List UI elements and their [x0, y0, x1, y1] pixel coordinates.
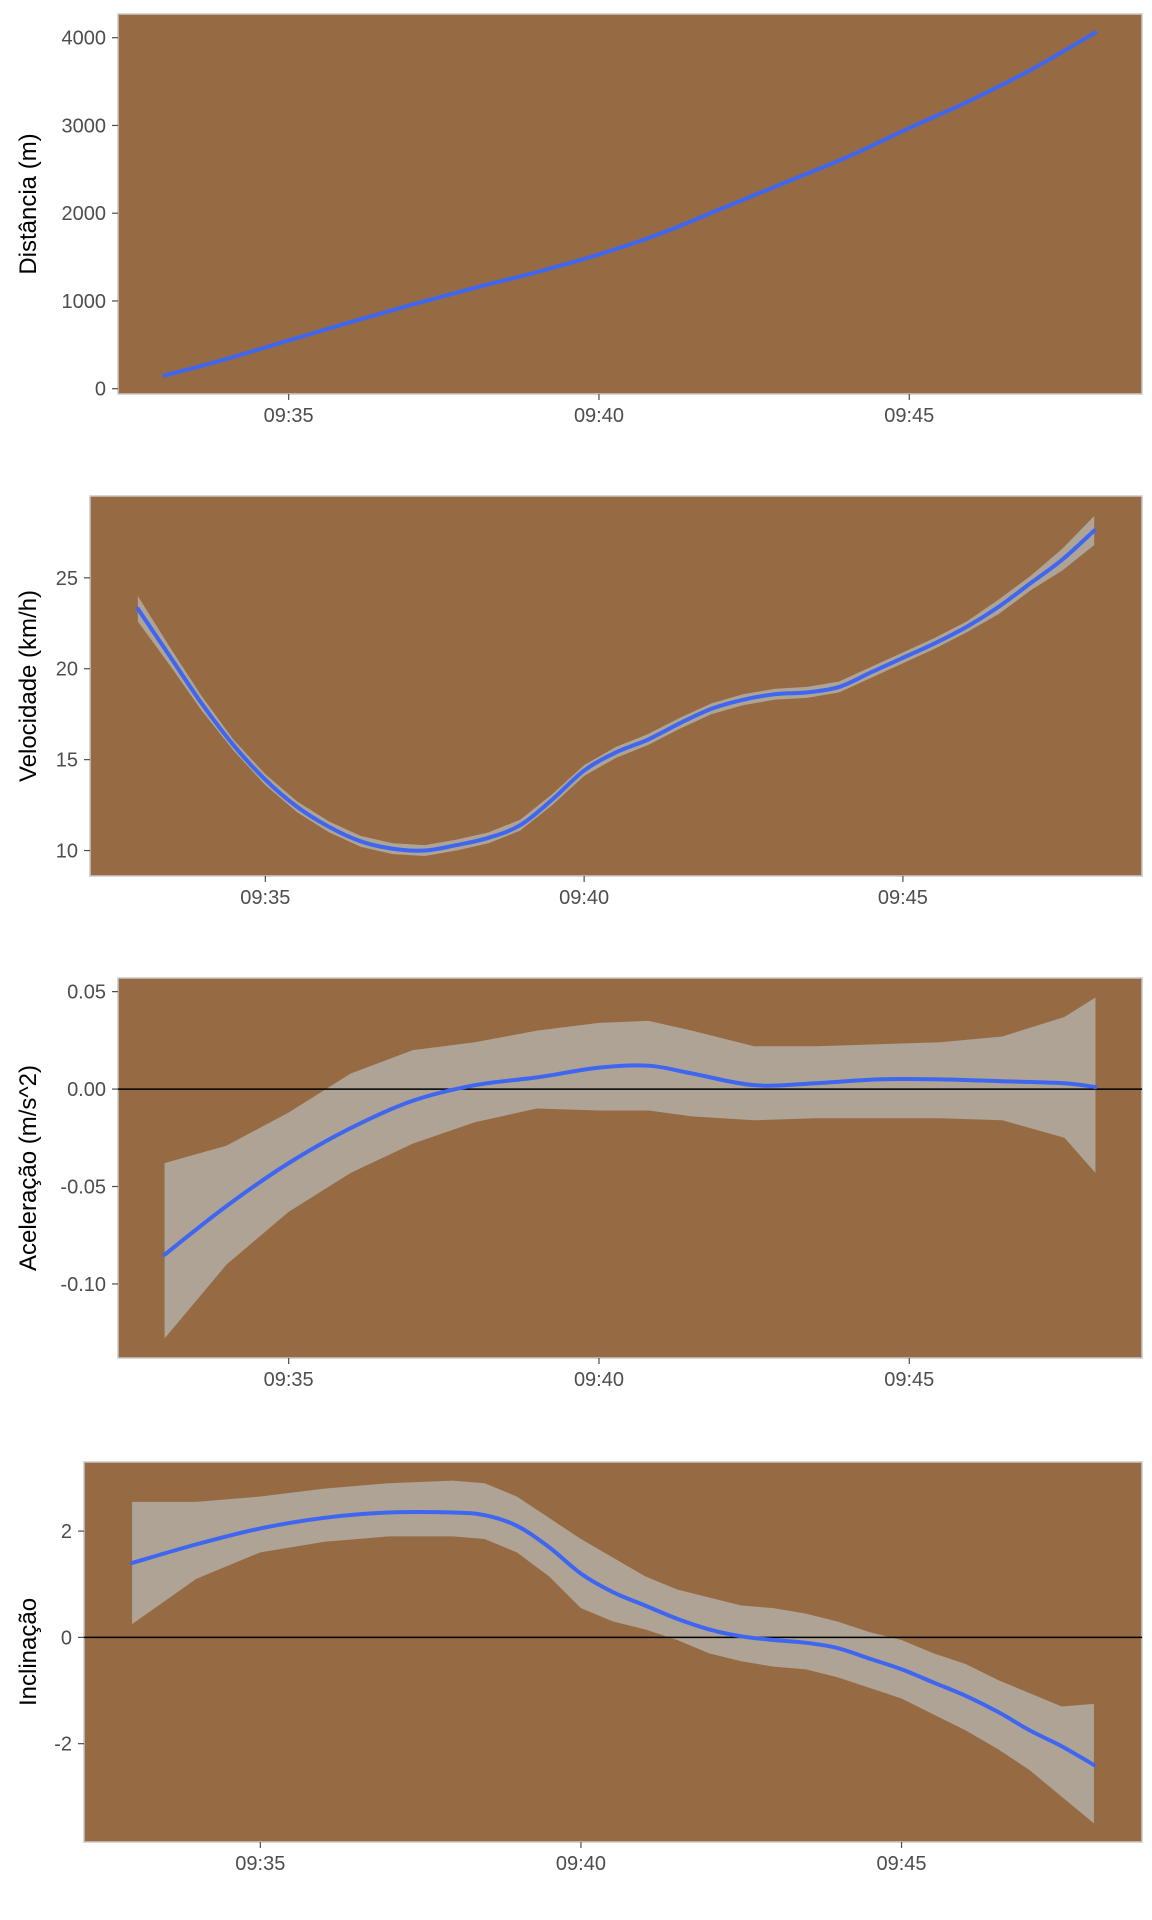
x-tick-label: 09:40: [574, 1369, 624, 1391]
x-tick-label: 09:40: [559, 887, 609, 909]
y-tick-label: 4000: [62, 28, 107, 50]
y-axis-title: Aceleração (m/s^2): [15, 1065, 42, 1271]
x-tick-label: 09:45: [877, 1853, 927, 1875]
y-tick-label: 3000: [62, 115, 107, 137]
y-tick-label: 10: [56, 841, 78, 863]
y-tick-label: 0.00: [67, 1079, 106, 1101]
x-tick-label: 09:45: [884, 1369, 934, 1391]
x-tick-label: 09:45: [878, 887, 928, 909]
y-axis-title: Inclinação: [15, 1598, 42, 1706]
x-tick-label: 09:35: [235, 1853, 285, 1875]
chart-panel-2: 10 15 20 25 09:35 09:40 09:45 Velocidade (km/h): [15, 495, 1143, 909]
series-line: [135, 528, 1097, 853]
plot-area: [89, 495, 1143, 877]
chart-panel-3: -0.10 -0.05 0.00 0.05 09:35 09:40 09:45 Acelera…: [15, 977, 1143, 1391]
y-tick-label: 0: [95, 379, 106, 401]
y-tick-label: 1000: [62, 291, 107, 313]
y-tick-label: -2: [54, 1734, 72, 1756]
y-tick-label: 20: [56, 659, 78, 681]
series-line: [162, 30, 1098, 378]
y-tick-label: 2000: [62, 203, 107, 225]
y-tick-label: 0.05: [67, 982, 106, 1004]
y-axis-title: Velocidade (km/h): [15, 590, 42, 782]
x-tick-label: 09:40: [574, 405, 624, 427]
plot-area: [117, 13, 1143, 395]
confidence-band: [132, 1480, 1094, 1824]
y-tick-label: 0: [61, 1627, 72, 1649]
x-tick-label: 09:40: [556, 1853, 606, 1875]
y-tick-label: 25: [56, 568, 78, 590]
x-tick-label: 09:45: [884, 405, 934, 427]
y-tick-label: -0.05: [60, 1177, 106, 1199]
series-line: [162, 1063, 1098, 1257]
y-tick-label: 2: [61, 1521, 72, 1543]
series-line: [130, 1509, 1096, 1767]
y-tick-label: -0.10: [60, 1274, 106, 1296]
confidence-band: [164, 997, 1096, 1339]
chart-panel-1: 0 1000 2000 3000 4000 09:35 09:40 09:45 Distânci…: [15, 13, 1143, 427]
x-tick-label: 09:35: [240, 887, 290, 909]
y-axis-title: Distância (m): [15, 133, 42, 274]
chart-panel-4: -2 0 2 09:35 09:40 09:45 Inclinação: [15, 1461, 1143, 1875]
x-tick-label: 09:35: [264, 1369, 314, 1391]
x-tick-label: 09:35: [264, 405, 314, 427]
y-tick-label: 15: [56, 750, 78, 772]
